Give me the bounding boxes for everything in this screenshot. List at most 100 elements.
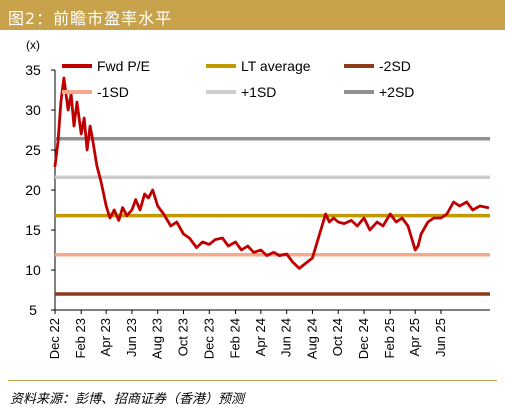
data-point [221, 237, 224, 239]
data-point [73, 125, 75, 127]
data-point [369, 229, 371, 231]
x-tick-label: Apr 23 [98, 318, 113, 356]
x-tick-label: Feb 23 [73, 318, 88, 358]
x-tick-label: Apr 25 [407, 318, 422, 356]
data-point [162, 213, 165, 215]
data-point [143, 193, 146, 195]
data-point [121, 206, 124, 209]
data-point [169, 225, 172, 227]
legend-label--2sd: +2SD [379, 84, 414, 100]
data-point [234, 241, 237, 243]
data-point [328, 221, 331, 223]
data-point [458, 205, 461, 207]
data-point [486, 206, 489, 209]
data-point [420, 233, 422, 235]
data-point [452, 201, 455, 203]
data-point [240, 249, 243, 251]
data-point [356, 225, 359, 227]
legend: Fwd P/E LT average -2SD -1SD +1SD +2SD [62, 58, 414, 100]
x-tick-label: Apr 24 [253, 318, 268, 356]
data-point [445, 213, 448, 215]
footer: 资料来源：彭博、招商证券（香港）预测 [0, 380, 505, 413]
data-point [113, 209, 116, 211]
y-tick-label: 25 [25, 142, 41, 158]
data-point [62, 77, 65, 79]
x-tick-label: Jun 24 [279, 318, 294, 357]
data-point [76, 101, 78, 103]
data-point [147, 197, 150, 199]
y-tick-label: 15 [25, 222, 41, 238]
data-point [395, 221, 398, 223]
data-point [265, 254, 268, 257]
data-point [139, 209, 141, 211]
data-point [298, 267, 301, 270]
data-point [382, 225, 384, 227]
data-point [117, 219, 120, 222]
data-point [440, 217, 442, 219]
data-point [278, 254, 281, 257]
data-point [80, 133, 83, 135]
data-point [471, 209, 474, 211]
series-layer [53, 76, 490, 270]
data-point [363, 217, 365, 219]
data-point [317, 237, 320, 239]
x-tick-label: Jun 23 [124, 318, 139, 357]
data-point [201, 241, 204, 243]
data-point [324, 213, 327, 215]
data-point [182, 233, 185, 235]
data-point [311, 257, 314, 259]
data-point [407, 225, 409, 227]
data-point [131, 209, 133, 211]
x-tick-label: Jun 25 [433, 318, 448, 357]
data-point [57, 141, 59, 143]
data-point [54, 165, 56, 167]
y-axis: 5 10 15 20 25 30 35 [25, 62, 56, 318]
data-point [227, 245, 230, 247]
data-point [188, 237, 191, 239]
y-tick-label: 20 [25, 182, 41, 198]
chart: (x) 5 10 15 20 25 30 35 Dec 22 Feb 23 Apr 23 Jun … [25, 38, 490, 359]
x-tick-label: Aug 24 [304, 318, 319, 359]
data-point [134, 198, 137, 201]
data-point [67, 109, 70, 111]
x-tick-label: Aug 23 [150, 318, 165, 359]
data-point [343, 222, 346, 225]
data-point [304, 262, 307, 265]
y-tick-label: 35 [25, 62, 41, 78]
data-point [389, 213, 392, 215]
legend-label-fwd-p-e: Fwd P/E [97, 58, 150, 74]
legend-label--2sd: -2SD [379, 58, 411, 74]
y-axis-label: (x) [26, 38, 40, 52]
data-point [246, 245, 249, 247]
data-point [272, 251, 275, 254]
data-point [151, 189, 154, 191]
x-axis: Dec 22 Feb 23 Apr 23 Jun 23 Aug 23 Oct 23 Dec … [47, 309, 490, 359]
data-point [156, 205, 159, 207]
data-point [105, 205, 108, 207]
data-point [465, 201, 468, 203]
x-tick-label: Dec 23 [201, 318, 216, 359]
y-tick-label: 10 [25, 262, 41, 278]
x-tick-label: Dec 22 [47, 318, 62, 359]
y-tick-label: 30 [25, 102, 41, 118]
x-tick-label: Oct 23 [176, 318, 191, 356]
data-point [332, 217, 335, 219]
x-tick-label: Dec 24 [356, 318, 371, 359]
data-point [195, 246, 198, 249]
reference-lines [55, 137, 490, 296]
data-point [60, 101, 62, 103]
data-point [259, 249, 262, 251]
source-note: 资料来源：彭博、招商证券（香港）预测 [10, 392, 245, 407]
x-tick-label: Feb 24 [228, 318, 243, 358]
data-point [95, 165, 98, 167]
data-point [252, 251, 255, 254]
data-point [109, 217, 111, 219]
legend-label-lt-average: LT average [241, 58, 311, 74]
data-point [478, 205, 481, 207]
data-point [92, 141, 94, 143]
y-tick-label: 5 [29, 302, 37, 318]
data-point [426, 221, 429, 223]
data-point [83, 117, 86, 119]
data-point [401, 217, 403, 219]
data-point [291, 261, 294, 263]
